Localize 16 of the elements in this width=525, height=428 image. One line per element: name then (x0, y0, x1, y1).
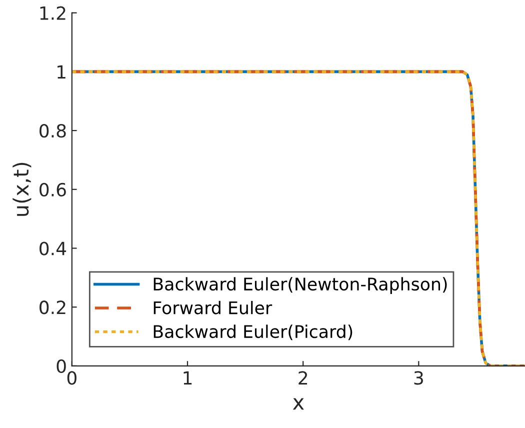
x-tick-label: 1 (184, 371, 192, 385)
legend-label: Backward Euler(Newton-Raphson) (154, 277, 447, 294)
y-axis-title: u(x,t) (12, 162, 32, 216)
y-tick-label: 0.6 (40, 182, 66, 197)
y-tick-label: 0 (56, 359, 66, 374)
y-tick-label: 0.4 (40, 242, 66, 256)
legend-label: Backward Euler(Picard) (154, 324, 352, 340)
y-tick-label: 0.8 (40, 124, 66, 138)
y-tick-label: 1 (58, 65, 66, 79)
y-tick-label: 0.2 (40, 300, 66, 314)
x-tick-label: 3 (414, 371, 423, 385)
x-tick-label: 0 (67, 371, 76, 385)
x-axis-title: x (292, 398, 304, 410)
x-tick-label: 2 (298, 371, 308, 385)
legend-label: Forward Euler (154, 300, 272, 314)
y-tick-label: 1.2 (40, 6, 66, 20)
